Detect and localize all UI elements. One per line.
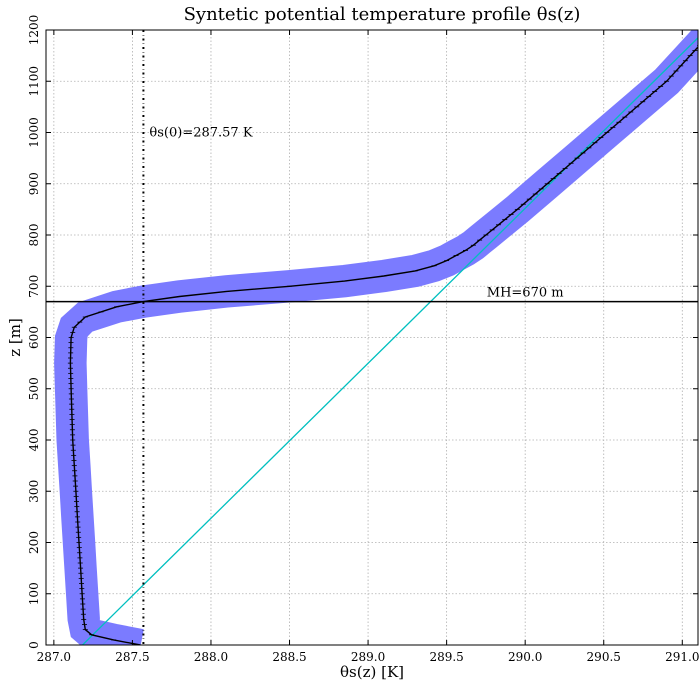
y-tick-label: 100 <box>27 582 41 605</box>
y-axis-label: z [m] <box>6 318 24 357</box>
y-tick-label: 1100 <box>27 66 41 97</box>
x-tick-label: 290.0 <box>508 650 542 664</box>
y-tick-label: 200 <box>27 531 41 554</box>
profile-line <box>69 45 698 645</box>
y-tick-label: 1000 <box>27 117 41 148</box>
y-tick-label: 700 <box>27 275 41 298</box>
chart-title: Syntetic potential temperature profile θ… <box>184 4 581 25</box>
x-tick-label: 290.5 <box>587 650 621 664</box>
y-tick-label: 900 <box>27 172 41 195</box>
y-tick-label: 500 <box>27 377 41 400</box>
mh-annotation: MH=670 m <box>487 286 564 301</box>
x-tick-label: 289.5 <box>429 650 463 664</box>
y-tick-label: 600 <box>27 326 41 349</box>
x-tick-label: 287.0 <box>37 650 71 664</box>
fit-line <box>81 36 698 645</box>
x-axis-label: θs(z) [K] <box>340 663 404 681</box>
y-tick-label: 800 <box>27 224 41 247</box>
x-tick-label: 288.0 <box>194 650 228 664</box>
x-tick-label: 289.0 <box>351 650 385 664</box>
y-tick-label: 300 <box>27 480 41 503</box>
uncertainty-band <box>54 30 698 645</box>
plot-area <box>46 30 698 645</box>
x-tick-label: 291.0 <box>665 650 699 664</box>
labels: 287.0 287.5 288.0 288.5 289.0 289.5 290.0 290.5… <box>6 4 699 681</box>
y-tick-label: 0 <box>27 641 41 649</box>
theta0-annotation: θs(0)=287.57 K <box>149 126 252 141</box>
y-tick-label: 400 <box>27 429 41 452</box>
x-tick-label: 288.5 <box>272 650 306 664</box>
axes <box>45 29 699 646</box>
y-tick-label: 1200 <box>27 15 41 46</box>
x-tick-label: 287.5 <box>115 650 149 664</box>
